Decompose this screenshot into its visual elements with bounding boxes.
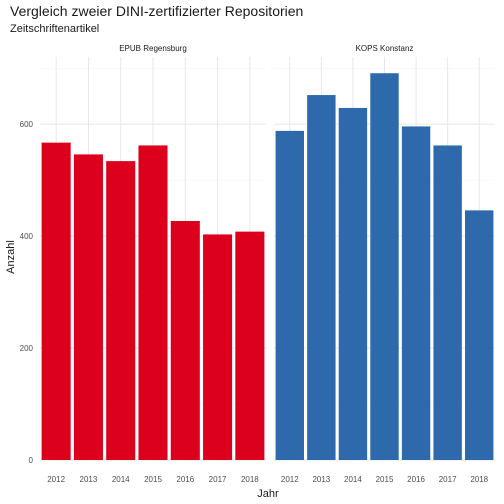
facet-panel: KOPS Konstanz 2012 2013 2014 2015 2016 2017 201… (274, 44, 495, 484)
x-tick-label: 2012 (47, 475, 65, 484)
x-axis-title: Jahr (257, 488, 279, 500)
bar (138, 145, 167, 460)
x-tick-label: 2014 (344, 475, 362, 484)
bar (465, 210, 493, 460)
bar (106, 161, 135, 460)
y-tick-label: 200 (20, 344, 34, 353)
y-axis-title: Anzahl (5, 240, 17, 274)
bar (433, 145, 461, 460)
x-tick-label: 2017 (439, 475, 457, 484)
x-tick-label: 2018 (241, 475, 259, 484)
x-tick-label: 2016 (407, 475, 425, 484)
facet-strip-label: EPUB Regensburg (119, 44, 187, 53)
bar (171, 221, 200, 460)
bar (203, 234, 232, 460)
y-tick-label: 600 (20, 120, 34, 129)
facet-panel: EPUB Regensburg 2012 2013 2014 2015 2016 2017 2… (40, 44, 266, 484)
chart-title: Vergleich zweier DINI-zertifizierter Rep… (10, 3, 303, 19)
bar (402, 126, 430, 460)
x-tick-label: 2018 (470, 475, 488, 484)
x-tick-label: 2015 (144, 475, 162, 484)
x-tick-label: 2013 (312, 475, 330, 484)
bar (276, 131, 304, 460)
bar (307, 95, 335, 460)
facet-panels: 0 200 400 600 EPUB Regensburg 2012 2013 2014 201… (20, 44, 495, 484)
bar (370, 73, 398, 460)
facet-strip-label: KOPS Konstanz (356, 44, 414, 53)
x-tick-label: 2016 (176, 475, 194, 484)
chart-subtitle: Zeitschriftenartikel (10, 23, 99, 35)
x-tick-label: 2017 (209, 475, 227, 484)
x-tick-label: 2015 (376, 475, 394, 484)
y-tick-label: 0 (29, 456, 34, 465)
x-tick-label: 2013 (80, 475, 98, 484)
bar (74, 154, 103, 460)
bar (235, 232, 264, 460)
bar (339, 108, 367, 460)
x-tick-label: 2014 (112, 475, 130, 484)
bar (42, 143, 71, 460)
y-tick-label: 400 (20, 232, 34, 241)
x-tick-label: 2012 (281, 475, 299, 484)
